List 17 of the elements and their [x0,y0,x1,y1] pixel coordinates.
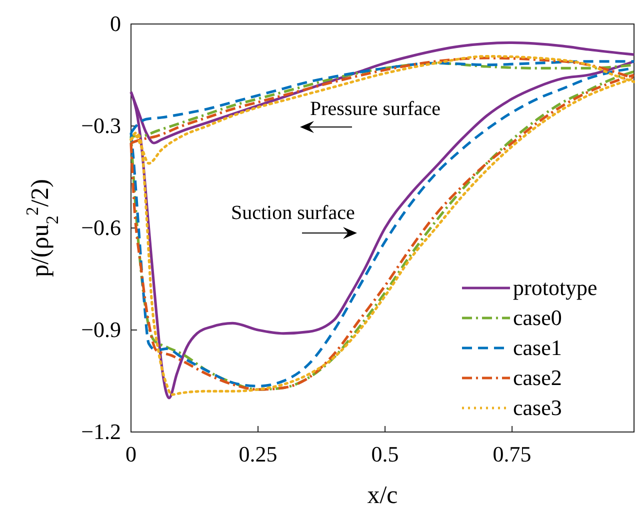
x-tick-label: 0.5 [371,442,399,467]
legend-label: prototype [513,275,598,300]
y-tick-label: −0.3 [81,113,121,138]
y-tick-label: 0 [110,11,121,36]
annotation: Suction surface [231,202,355,224]
x-tick-label: 0.25 [238,442,278,467]
annotation: Pressure surface [310,98,441,120]
legend-label: case3 [513,395,562,420]
y-tick-label: −1.2 [81,419,121,444]
x-tick-label: 0.75 [492,442,532,467]
legend-label: case0 [513,305,562,330]
legend-label: case1 [513,335,562,360]
y-tick-label: −0.9 [81,317,121,342]
legend-label: case2 [513,365,562,390]
x-axis-title: x/c [367,482,398,509]
y-tick-label: −0.6 [81,215,121,240]
x-tick-label: 0 [126,442,136,467]
